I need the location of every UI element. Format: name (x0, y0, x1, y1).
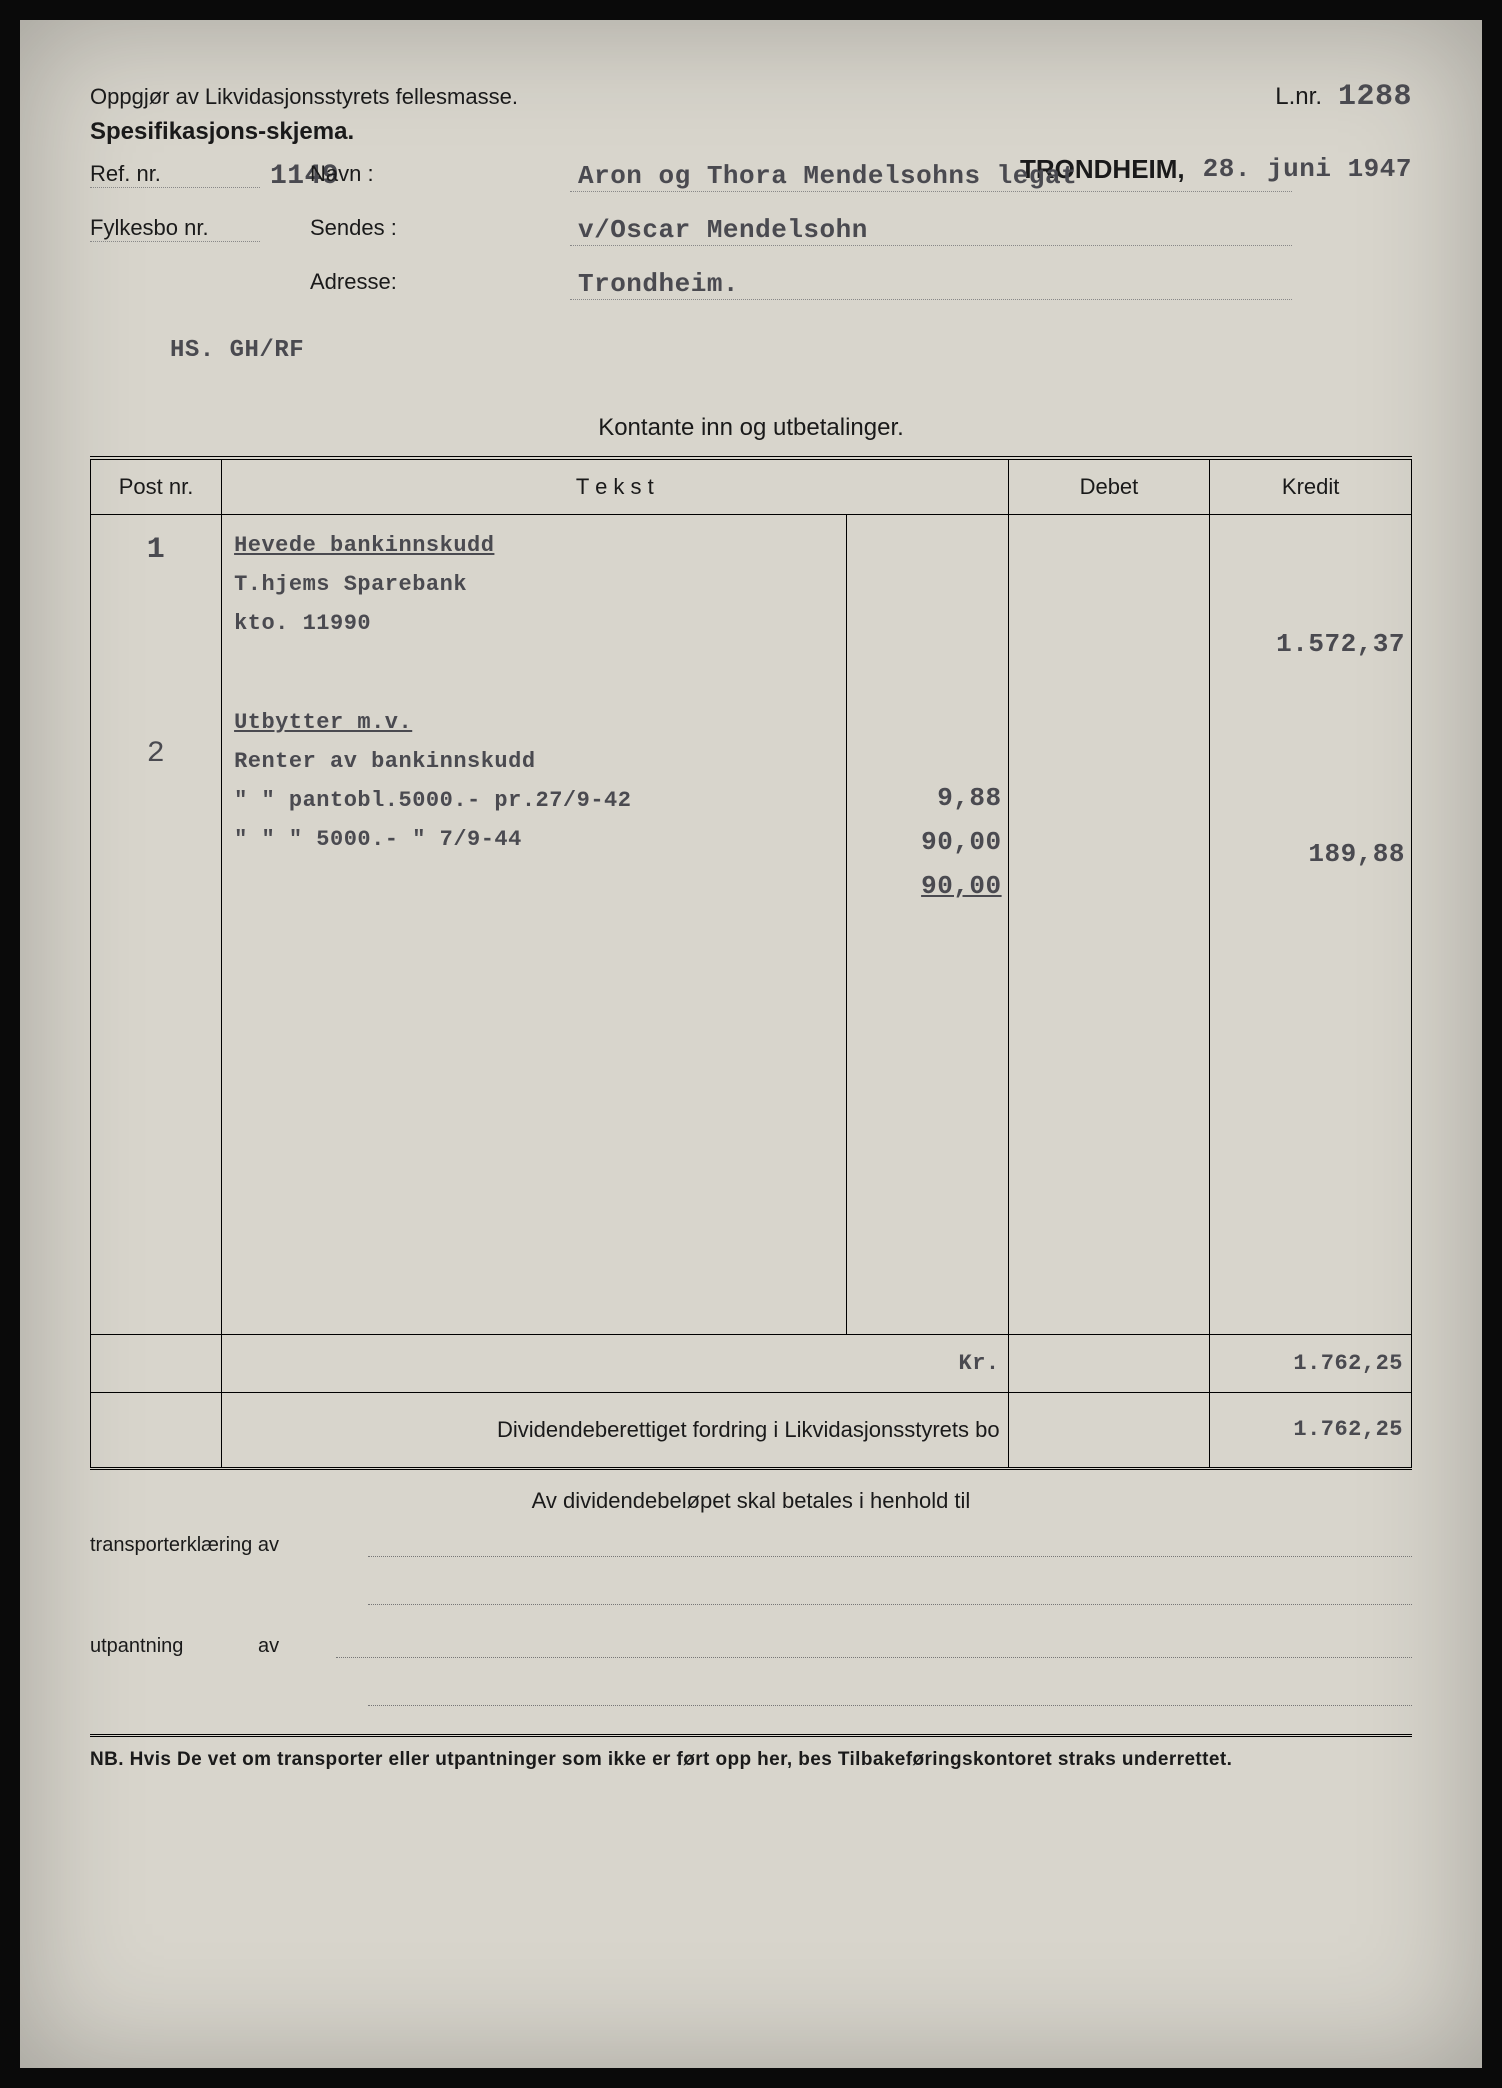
sub-amount-cell: 9,88 90,00 90,00 (847, 515, 1008, 1335)
adresse-value: Trondheim. (570, 269, 1292, 300)
navn-label: Navn : (310, 161, 440, 187)
transport-row: transporterklæring av (90, 1534, 1412, 1557)
dividend-row: Dividendeberettiget fordring i Likvidasj… (91, 1393, 1412, 1469)
debet-cell (1008, 515, 1210, 1335)
sendes-label: Sendes : (310, 215, 440, 241)
col-debet: Debet (1008, 458, 1210, 515)
dividend-kredit: 1.762,25 (1210, 1393, 1412, 1469)
col-kredit: Kredit (1210, 458, 1412, 515)
r2-l4: " " " 5000.- " 7/9-44 (234, 827, 834, 852)
blank-line (368, 1585, 1412, 1605)
transport-label: transporterklæring av (90, 1534, 350, 1557)
adresse-label: Adresse: (310, 269, 440, 295)
blank-line (368, 1686, 1412, 1706)
navn-value: Aron og Thora Mendelsohns legat (570, 161, 1292, 192)
utpantning-row-2 (90, 1686, 1412, 1706)
total-label: Kr. (222, 1335, 1009, 1393)
total-kredit: 1.762,25 (1210, 1335, 1412, 1393)
utpantning-row: utpantning av (90, 1635, 1412, 1658)
kredit-1: 1.572,37 (1216, 629, 1405, 659)
kredit-cell: 1.572,37 189,88 (1210, 515, 1412, 1335)
table-header-row: Post nr. T e k s t Debet Kredit (91, 458, 1412, 515)
section-title: Kontante inn og utbetalinger. (90, 414, 1412, 442)
r1-l3: kto. 11990 (234, 611, 834, 636)
title-line-2: Spesifikasjons-skjema. (90, 118, 1412, 146)
title-line-1: Oppgjør av Likvidasjonsstyrets fellesmas… (90, 84, 518, 110)
post-cell: 1 2 (91, 515, 222, 1335)
tekst-cell: Hevede bankinnskudd T.hjems Sparebank kt… (222, 515, 847, 1335)
transport-row-2 (90, 1585, 1412, 1605)
blank-line (368, 1537, 1412, 1557)
post-1: 1 (91, 533, 221, 567)
r2-l3: " " pantobl.5000.- pr.27/9-42 (234, 788, 834, 813)
fylkesbo-label: Fylkesbo nr. (90, 215, 260, 242)
sendes-value: v/Oscar Mendelsohn (570, 215, 1292, 246)
lnr-group: L.nr. 1288 (1275, 80, 1412, 114)
col-post: Post nr. (91, 458, 222, 515)
r1-l2: T.hjems Sparebank (234, 572, 834, 597)
table-body-row: 1 2 Hevede bankinnskudd T.hjems Spareban… (91, 515, 1412, 1335)
ledger-table: Post nr. T e k s t Debet Kredit 1 2 Heve… (90, 456, 1412, 1470)
reference-block: Ref. nr. 1149 Navn : Aron og Thora Mende… (90, 161, 1412, 364)
r2-l1: Utbytter m.v. (234, 710, 834, 735)
dividend-label: Dividendeberettiget fordring i Likvidasj… (222, 1393, 1009, 1469)
col-tekst: T e k s t (222, 458, 1009, 515)
sub-amt-3: 90,00 (853, 871, 1001, 901)
r1-l1: Hevede bankinnskudd (234, 533, 834, 558)
blank-line (336, 1638, 1412, 1658)
dividend-caption: Av dividendebeløpet skal betales i henho… (90, 1488, 1412, 1514)
nb-notice: NB. Hvis De vet om transporter eller utp… (90, 1734, 1412, 1771)
utpantning-label-a: utpantning (90, 1635, 240, 1658)
r2-l2: Renter av bankinnskudd (234, 749, 834, 774)
document-page: Oppgjør av Likvidasjonsstyrets fellesmas… (20, 20, 1482, 2068)
ref-label: Ref. nr. (90, 161, 260, 188)
footer-lines: transporterklæring av utpantning av (90, 1534, 1412, 1706)
sub-amt-2: 90,00 (853, 827, 1001, 857)
utpantning-label-b: av (258, 1635, 318, 1658)
lnr-label: L.nr. (1275, 83, 1322, 110)
lnr-value: 1288 (1338, 80, 1412, 114)
post-2: 2 (91, 737, 221, 771)
kredit-2: 189,88 (1216, 839, 1405, 869)
total-row: Kr. 1.762,25 (91, 1335, 1412, 1393)
file-code: HS. GH/RF (170, 337, 1412, 364)
sub-amt-1: 9,88 (853, 783, 1001, 813)
header-top-row: Oppgjør av Likvidasjonsstyrets fellesmas… (90, 80, 1412, 114)
